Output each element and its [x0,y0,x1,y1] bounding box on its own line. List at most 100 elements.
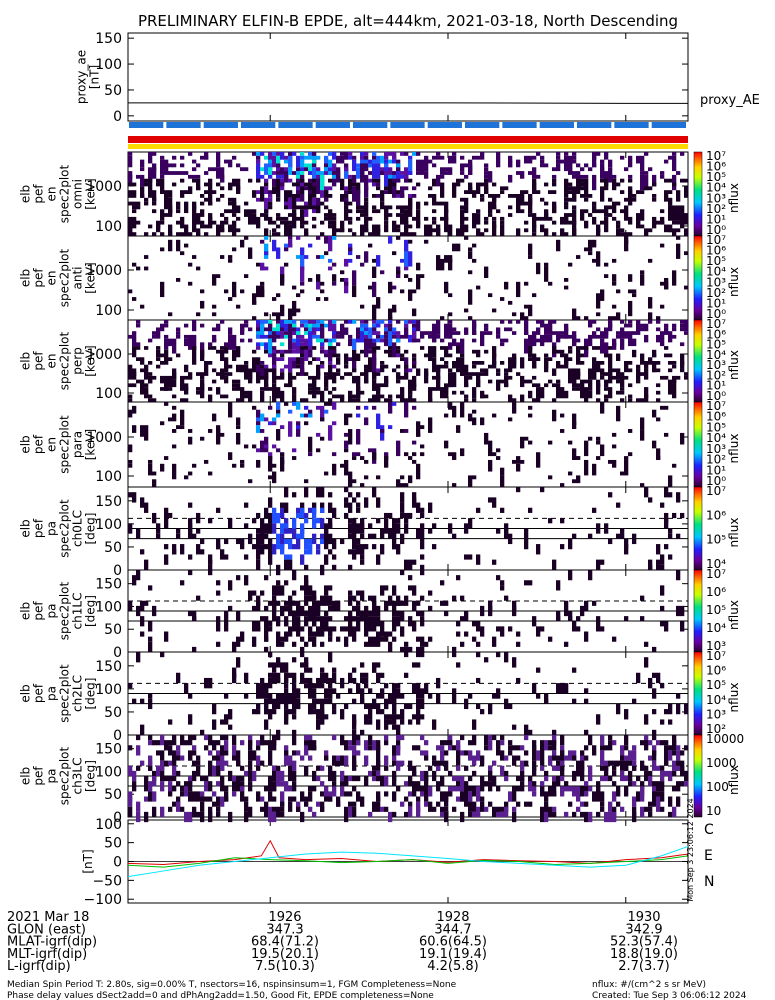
spectrum-pixel [668,368,673,373]
pitch-angle-pixel [304,765,309,776]
pitch-angle-pixel [372,621,377,632]
spectrum-pixel [272,232,277,236]
pitch-angle-pixel [192,806,197,817]
pitch-angle-pixel [400,709,405,720]
spectrum-pixel [284,243,289,248]
pitch-angle-pixel [276,600,281,606]
pitch-angle-pixel [276,564,281,576]
pitch-angle-pixel [192,760,197,766]
spectrum-pixel [452,243,457,252]
pitch-angle-pixel [412,559,417,565]
spectrum-pixel [300,361,305,373]
pitch-angle-pixel [424,755,429,761]
y-tick-label: 0 [113,810,122,826]
footer-line2-left: Phase delay values dSect2add=0 and dPhAn… [7,991,434,1000]
pitch-angle-pixel [472,801,477,812]
spectrum-pixel [232,463,237,468]
y-tick-label: 100 [95,469,122,485]
spectrum-pixel [668,205,673,221]
spectrum-pixel [492,224,497,229]
spectrum-pixel [568,197,573,202]
y-axis-label: proxy_ae [75,50,89,104]
spectrum-pixel [136,201,141,206]
spectrum-pixel [396,379,401,384]
pitch-angle-pixel [240,776,245,782]
pitch-angle-pixel [188,611,193,617]
spectrum-pixel [376,323,381,328]
spectrum-pixel [368,334,373,339]
spectrum-pixel [356,182,361,194]
spectrum-pixel [416,182,421,187]
pitch-angle-pixel [632,745,637,751]
spectrum-pixel [324,197,329,202]
pitch-angle-pixel [512,755,517,766]
pitch-angle-pixel [224,538,229,545]
pitch-angle-pixel [304,735,309,741]
spectrum-pixel [304,372,309,376]
spectrum-pixel [304,232,309,236]
pitch-angle-pixel [496,745,501,756]
spectrum-pixel [376,368,381,373]
spectrum-pixel [328,209,333,221]
spectrum-pixel [288,167,293,175]
pitch-angle-pixel [260,616,265,622]
spectrum-pixel [572,372,577,376]
spectrum-pixel [484,331,489,335]
pitch-angle-pixel [392,745,397,756]
spectrum-pixel [256,459,261,468]
pitch-angle-pixel [292,518,297,529]
spectrum-pixel [284,228,289,233]
pitch-angle-pixel [504,755,509,761]
spectrum-pixel [292,323,297,328]
spectrum-pixel [280,459,285,464]
spectrum-pixel [280,304,285,317]
spectrum-pixel [496,209,501,214]
spectrum-pixel [464,327,469,335]
pitch-angle-pixel [224,760,229,766]
spectrum-pixel [640,270,645,275]
spectrum-pixel [552,368,557,376]
spectrum-pixel [316,255,321,259]
spectrum-pixel [620,398,625,402]
pitch-angle-pixel [492,806,497,817]
pitch-angle-pixel [128,765,133,776]
spectrum-pixel [340,220,345,233]
spectrum-pixel [448,258,453,263]
pitch-angle-pixel [300,636,305,642]
y-axis-label: [keV] [84,178,98,209]
pitch-angle-pixel [396,683,401,689]
spectrum-pixel [256,159,261,164]
pitch-angle-pixel [568,786,573,792]
spectrum-pixel [620,375,625,380]
spectrum-pixel [492,216,497,221]
pitch-angle-pixel [164,760,169,766]
spectrum-pixel [408,201,413,217]
spectrum-pixel [228,327,233,335]
spectrum-pixel [332,281,337,286]
spectrum-pixel [672,182,677,187]
spectrum-pixel [648,357,653,365]
pitch-angle-pixel [420,770,425,782]
spectrum-pixel [140,368,145,373]
pitch-angle-pixel [684,745,689,751]
spectrum-pixel [152,334,157,339]
pitch-angle-pixel [508,796,513,802]
pitch-angle-pixel [288,538,293,550]
pitch-angle-pixel [540,487,545,493]
pitch-angle-pixel [284,559,289,570]
spectrum-pixel [296,205,301,210]
spectrum-pixel [640,274,645,286]
pitch-angle-pixel [620,806,625,812]
pitch-angle-pixel [360,698,365,704]
pitch-angle-pixel [676,693,681,699]
pitch-angle-pixel [252,518,257,524]
spectrum-pixel [128,409,133,418]
spectrum-pixel [348,334,353,339]
spectrum-pixel [540,338,545,347]
spectrum-pixel [388,331,393,335]
spectrum-pixel [372,372,377,380]
spectrum-pixel [332,220,337,236]
spectrum-pixel [560,349,565,354]
spectrum-pixel [560,331,565,335]
spectrum-pixel [436,174,441,187]
